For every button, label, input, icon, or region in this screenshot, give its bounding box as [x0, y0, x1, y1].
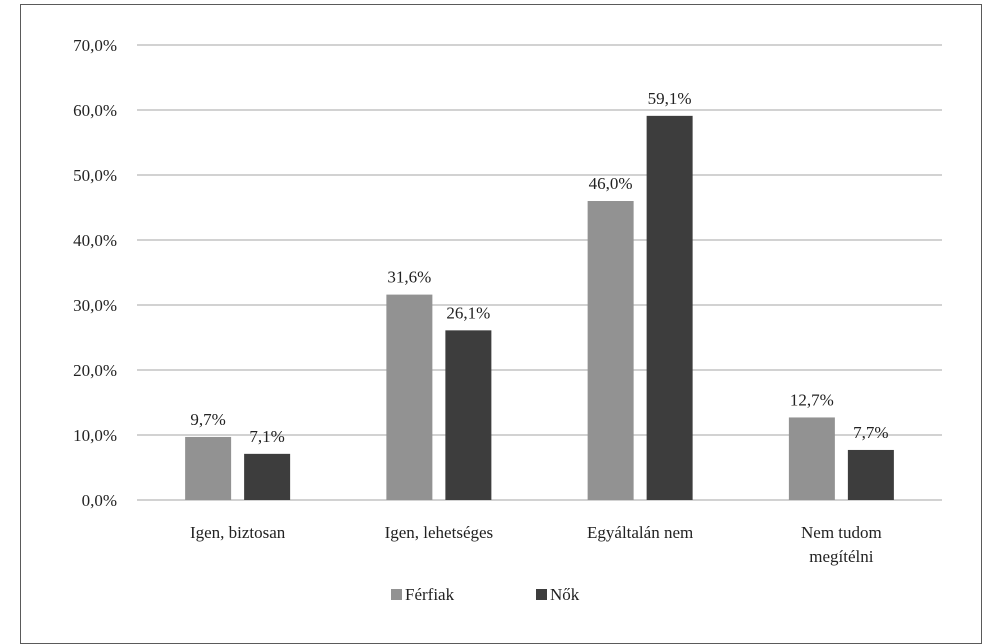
- y-tick-label-0: 0,0%: [82, 491, 117, 510]
- bar-nok-3: [847, 449, 894, 500]
- legend-label-ferfiak: Férfiak: [405, 585, 455, 604]
- x-tick-label-3-line-1: megítélni: [809, 547, 873, 566]
- legend: Férfiak Nők: [391, 585, 580, 604]
- legend-label-nok: Nők: [550, 585, 580, 604]
- data-label-nok-2: 59,1%: [648, 89, 692, 108]
- data-label-nok-3: 7,7%: [853, 423, 888, 442]
- data-label-ferfiak-3: 12,7%: [790, 390, 834, 409]
- y-tick-label-7: 70,0%: [73, 36, 117, 55]
- bar-ferfiak-3: [788, 417, 835, 500]
- data-label-ferfiak-0: 9,7%: [190, 410, 225, 429]
- x-tick-label-3-line-0: Nem tudom: [801, 523, 882, 542]
- bar-ferfiak-1: [386, 294, 433, 500]
- bar-nok-0: [244, 453, 291, 500]
- bar-nok-1: [445, 330, 492, 500]
- y-tick-label-4: 40,0%: [73, 231, 117, 250]
- y-tick-label-1: 10,0%: [73, 426, 117, 445]
- y-tick-label-6: 60,0%: [73, 101, 117, 120]
- bar-ferfiak-0: [185, 436, 232, 500]
- y-tick-label-5: 50,0%: [73, 166, 117, 185]
- legend-swatch-nok: [536, 589, 547, 600]
- x-axis-tick-labels: Igen, biztosan Igen, lehetséges Egyáltalán…: [190, 523, 882, 566]
- y-tick-label-3: 30,0%: [73, 296, 117, 315]
- x-tick-label-2-line-0: Egyáltalán nem: [587, 523, 693, 542]
- data-label-ferfiak-2: 46,0%: [589, 174, 633, 193]
- bar-nok-2: [646, 115, 693, 500]
- x-tick-label-0-line-0: Igen, biztosan: [190, 523, 286, 542]
- y-tick-label-2: 20,0%: [73, 361, 117, 380]
- data-label-ferfiak-1: 31,6%: [387, 268, 431, 287]
- x-tick-label-1-line-0: Igen, lehetséges: [385, 523, 494, 542]
- data-labels: 9,7% 7,1% 31,6% 26,1% 46,0% 59,1% 12,7% 7,7%: [190, 89, 888, 446]
- data-label-nok-1: 26,1%: [446, 303, 490, 322]
- bar-ferfiak-2: [587, 201, 634, 500]
- bar-chart: 0,0%10,0%20,0%30,0%40,0%50,0%60,0%70,0% …: [73, 36, 942, 604]
- bars: [185, 115, 894, 500]
- data-label-nok-0: 7,1%: [249, 427, 284, 446]
- legend-swatch-ferfiak: [391, 589, 402, 600]
- y-axis-tick-labels: 0,0% 10,0% 20,0% 30,0% 40,0% 50,0% 60,0% 70,0%: [73, 36, 117, 510]
